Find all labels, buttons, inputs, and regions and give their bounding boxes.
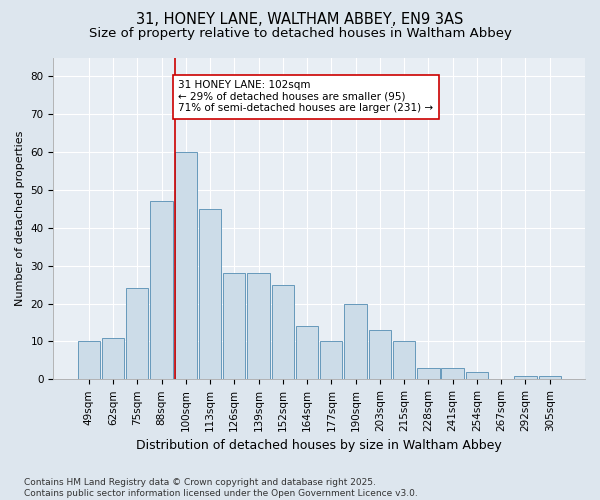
Bar [272, 284, 294, 380]
Bar [296, 326, 318, 380]
Bar [442, 368, 464, 380]
Bar [199, 209, 221, 380]
Text: 31 HONEY LANE: 102sqm
← 29% of detached houses are smaller (95)
71% of semi-deta: 31 HONEY LANE: 102sqm ← 29% of detached … [178, 80, 433, 114]
Bar [77, 342, 100, 380]
Text: 31, HONEY LANE, WALTHAM ABBEY, EN9 3AS: 31, HONEY LANE, WALTHAM ABBEY, EN9 3AS [136, 12, 464, 28]
Text: Contains HM Land Registry data © Crown copyright and database right 2025.
Contai: Contains HM Land Registry data © Crown c… [24, 478, 418, 498]
Bar [466, 372, 488, 380]
Bar [126, 288, 148, 380]
Bar [151, 202, 173, 380]
Bar [247, 274, 270, 380]
Y-axis label: Number of detached properties: Number of detached properties [15, 130, 25, 306]
Text: Size of property relative to detached houses in Waltham Abbey: Size of property relative to detached ho… [89, 28, 511, 40]
Bar [539, 376, 561, 380]
Bar [320, 342, 343, 380]
Bar [223, 274, 245, 380]
Bar [393, 342, 415, 380]
Bar [368, 330, 391, 380]
Bar [417, 368, 440, 380]
Bar [514, 376, 536, 380]
X-axis label: Distribution of detached houses by size in Waltham Abbey: Distribution of detached houses by size … [136, 440, 502, 452]
Bar [102, 338, 124, 380]
Bar [344, 304, 367, 380]
Bar [175, 152, 197, 380]
